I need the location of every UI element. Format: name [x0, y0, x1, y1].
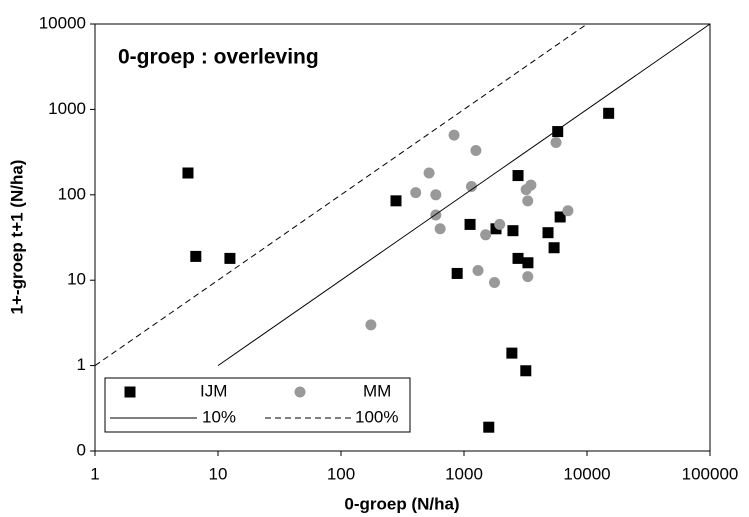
x-tick-label: 1	[90, 464, 99, 483]
y-tick-label: 10000	[39, 13, 86, 32]
point	[603, 107, 615, 119]
point	[490, 223, 502, 235]
point	[550, 136, 562, 148]
y-axis-title: 1+-groep t+1 (N/ha)	[7, 160, 26, 315]
point	[451, 267, 463, 279]
legend-box	[104, 377, 411, 433]
plot-frame	[94, 23, 711, 452]
point	[542, 227, 554, 239]
point	[522, 257, 534, 269]
x-tick-label: 10000	[563, 464, 610, 483]
legend-label: 100%	[355, 407, 398, 426]
y-tick-label: 100	[58, 184, 86, 203]
point	[423, 167, 435, 179]
point	[410, 187, 422, 199]
y-tick-label: 10	[67, 270, 86, 289]
legend-label: MM	[363, 381, 391, 400]
point	[548, 242, 560, 254]
point	[522, 195, 534, 207]
point	[522, 271, 534, 283]
point	[554, 211, 566, 223]
point	[182, 167, 194, 179]
point	[507, 225, 519, 237]
x-tick-label: 1000	[445, 464, 483, 483]
point	[390, 195, 402, 207]
point	[489, 276, 501, 288]
point	[512, 170, 524, 182]
point	[190, 250, 202, 262]
point	[224, 252, 236, 264]
y-tick-label: 1000	[48, 99, 86, 118]
point	[430, 189, 442, 201]
point	[480, 229, 492, 241]
x-axis-title: 0-groep (N/ha)	[344, 494, 459, 513]
point	[552, 126, 564, 138]
point	[520, 184, 532, 196]
point	[562, 205, 574, 217]
x-tick-label: 10	[209, 464, 228, 483]
reference-line	[217, 23, 711, 367]
legend-label: IJM	[200, 381, 227, 400]
point	[465, 181, 477, 193]
point	[506, 347, 518, 359]
point	[520, 365, 532, 377]
chart-title: 0-groep : overleving	[118, 46, 319, 69]
legend-marker	[294, 386, 306, 398]
point	[464, 218, 476, 230]
x-tick-label: 100	[327, 464, 355, 483]
x-tick-label: 100000	[682, 464, 739, 483]
point	[483, 421, 495, 433]
y-tick-label: 1	[77, 355, 86, 374]
point	[434, 223, 446, 235]
legend-marker	[124, 386, 136, 398]
point	[470, 145, 482, 157]
reference-line	[94, 23, 588, 367]
point	[448, 129, 460, 141]
point	[365, 319, 377, 331]
y-tick-label: 0	[77, 440, 86, 459]
legend-label: 10%	[202, 407, 236, 426]
point	[494, 218, 506, 230]
point	[472, 264, 484, 276]
point	[512, 252, 524, 264]
